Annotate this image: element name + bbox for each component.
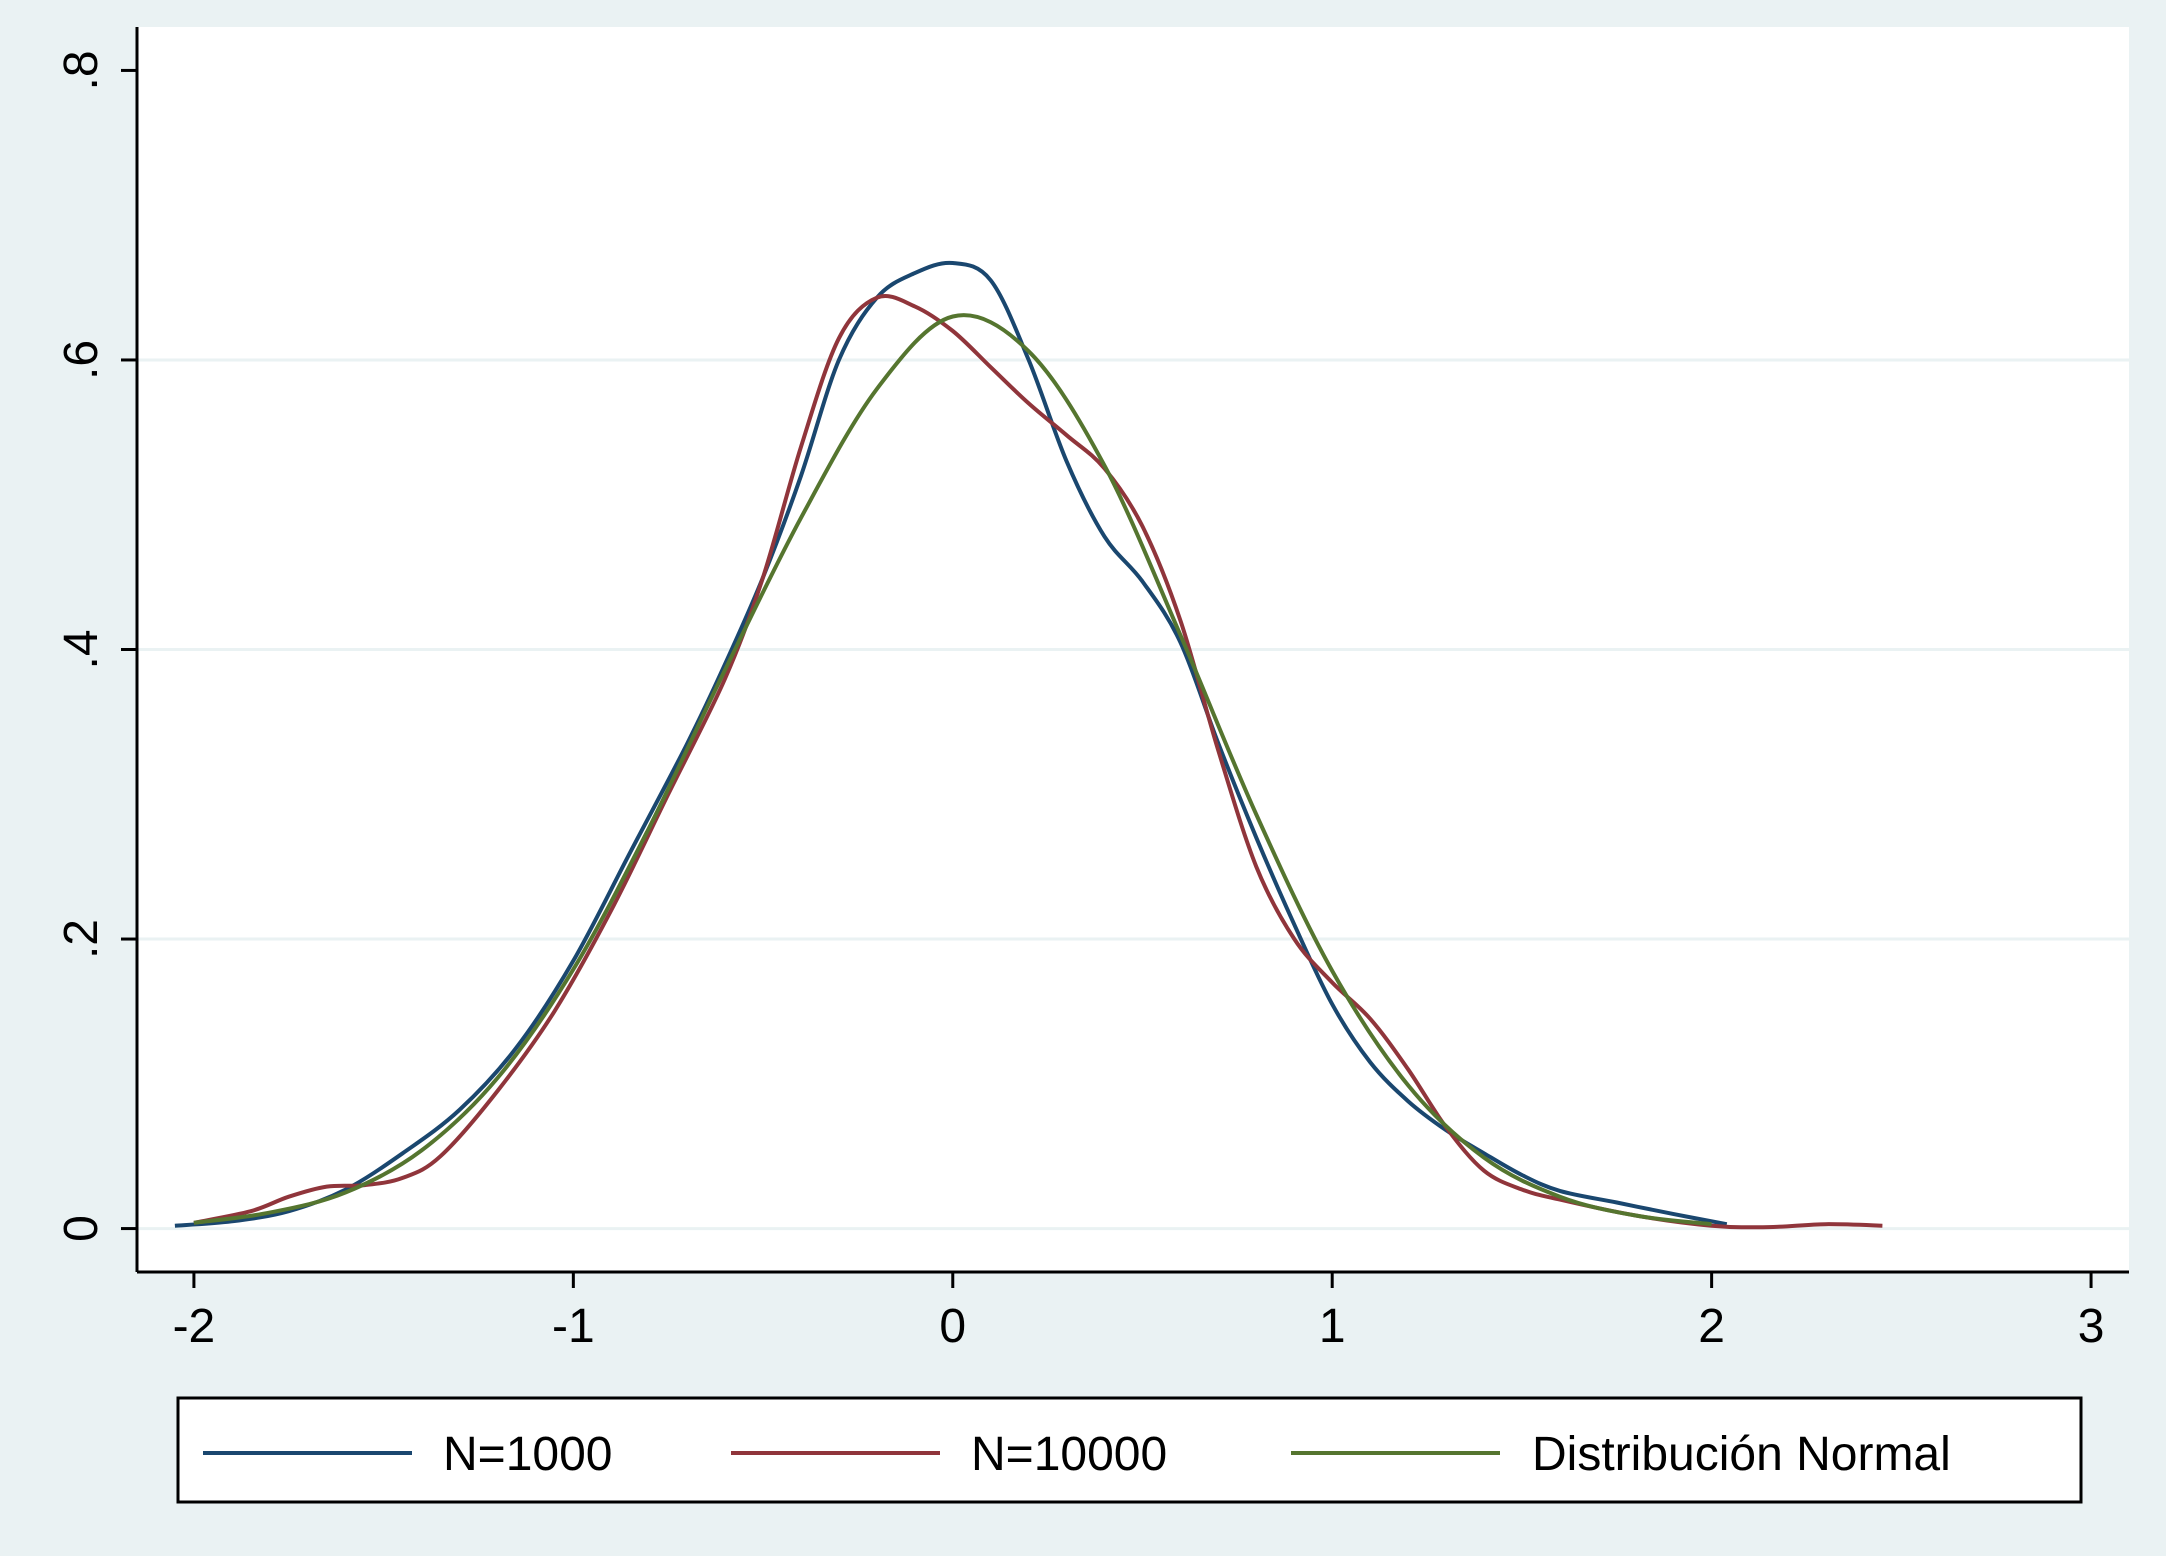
x-tick-label-1: -1 — [552, 1300, 595, 1353]
series-line-1 — [193, 294, 1883, 1230]
y-tick-label-1: .2 — [55, 919, 108, 959]
legend-label-0: N=1000 — [443, 1428, 612, 1481]
y-axis: 0 .2 .4 .6 .8 — [55, 27, 139, 1272]
y-tick-label-3: .6 — [55, 340, 108, 380]
y-tick-label-4: .8 — [55, 50, 108, 90]
x-tick-label-0: -2 — [173, 1300, 216, 1353]
legend: N=1000 N=10000 Distribución Normal — [176, 1396, 2083, 1504]
legend-label-1: N=10000 — [971, 1428, 1167, 1481]
grid-lines — [137, 358, 2129, 1231]
legend-box — [176, 1396, 2083, 1504]
x-tick-label-2: 0 — [939, 1300, 966, 1353]
y-tick-label-0: 0 — [55, 1215, 108, 1242]
y-tick-label-2: .4 — [55, 629, 108, 669]
series-lines — [174, 260, 1883, 1230]
series-line-2 — [193, 313, 1712, 1227]
x-tick-label-4: 2 — [1698, 1300, 1725, 1353]
series-line-0 — [174, 260, 1728, 1228]
x-tick-label-5: 3 — [2078, 1300, 2105, 1353]
x-axis: -2 -1 0 1 2 3 — [137, 1270, 2129, 1353]
x-tick-label-3: 1 — [1319, 1300, 1346, 1353]
legend-label-2: Distribución Normal — [1532, 1428, 1951, 1481]
